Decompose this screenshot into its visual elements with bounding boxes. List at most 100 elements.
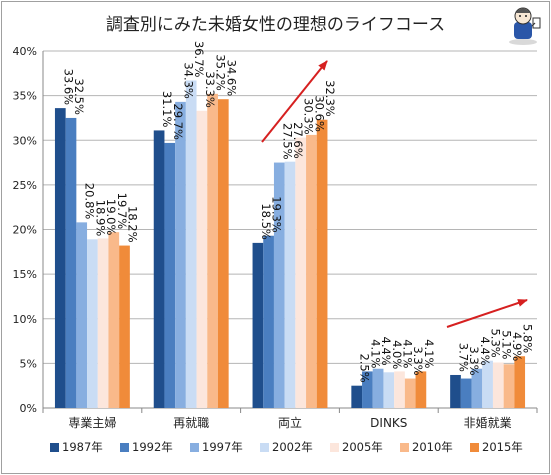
trend-arrow	[446, 299, 528, 328]
bar	[207, 93, 218, 408]
y-tick-label: 0%	[20, 402, 37, 415]
data-label: 4.0%	[390, 340, 404, 369]
legend-label: 2002年	[272, 440, 313, 454]
data-label: 33.3%	[203, 71, 217, 108]
bars	[54, 80, 526, 409]
bar	[87, 239, 98, 408]
bar	[153, 130, 165, 408]
trend-arrows	[261, 60, 528, 328]
category-label: DINKS	[370, 416, 407, 430]
bar	[514, 356, 526, 408]
category-label: 非婚就業	[464, 416, 512, 430]
bar	[415, 371, 427, 408]
data-label: 2.5%	[358, 353, 372, 382]
bar	[76, 222, 88, 408]
bar	[196, 110, 208, 409]
legend-label: 2015年	[482, 440, 523, 454]
bar	[119, 245, 130, 408]
bar	[164, 142, 176, 409]
data-label: 36.7%	[192, 41, 206, 78]
data-label: 33.6%	[61, 69, 75, 106]
data-label: 34.3%	[182, 62, 196, 99]
data-label: 19.0%	[104, 199, 118, 236]
legend-swatch	[190, 443, 199, 452]
category-label: 専業主婦	[68, 415, 116, 430]
legend: 1987年 1992年 1997年 2002年 2005年 2010年 2015年	[50, 440, 523, 454]
data-label: 30.3%	[302, 98, 316, 135]
y-tick-label: 20%	[13, 224, 37, 237]
bar	[372, 368, 384, 408]
data-label: 19.7%	[115, 193, 129, 230]
bar	[108, 232, 120, 408]
category-label: 再就職	[173, 416, 209, 430]
chart-title: 調査別にみた未婚女性の理想のライフコース	[105, 15, 446, 35]
data-label: 4.4%	[379, 337, 393, 366]
data-label: 34.6%	[224, 60, 238, 97]
data-label: 5.8%	[521, 324, 535, 353]
data-label: 4.4%	[478, 337, 492, 366]
legend-label: 1987年	[62, 440, 103, 454]
data-label: 27.6%	[291, 122, 305, 159]
data-label: 32.5%	[72, 78, 86, 115]
data-label: 4.1%	[368, 339, 382, 368]
data-label: 32.3%	[323, 80, 337, 117]
bar	[482, 360, 493, 408]
data-label: 3.3%	[467, 346, 481, 375]
bar	[54, 108, 66, 409]
bar	[450, 374, 461, 408]
data-labels: 33.6%32.5% 20.8%18.9%19.0%19.7%18.2% 31.1%…	[61, 41, 534, 383]
bar	[306, 134, 317, 408]
bar	[492, 362, 504, 408]
bar	[404, 378, 416, 408]
bar	[394, 371, 405, 408]
bar	[284, 161, 296, 408]
y-tick-label: 10%	[13, 313, 37, 326]
legend-swatch	[400, 443, 409, 452]
legend-label: 2005年	[342, 440, 383, 454]
data-label: 30.6%	[312, 95, 326, 132]
legend-label: 2010年	[412, 440, 453, 454]
y-tick-label: 5%	[20, 357, 37, 370]
legend-swatch	[330, 443, 339, 452]
data-label: 19.3%	[270, 196, 284, 233]
y-tick-label: 40%	[13, 45, 37, 58]
y-tick-label: 30%	[13, 134, 37, 147]
legend-swatch	[120, 443, 129, 452]
category-label: 両立	[278, 415, 302, 430]
trend-arrow	[261, 60, 328, 143]
data-label: 4.1%	[422, 339, 436, 368]
legend-label: 1997年	[202, 440, 243, 454]
data-label: 20.8%	[83, 183, 97, 220]
data-label: 18.5%	[259, 203, 273, 240]
bar	[217, 99, 229, 408]
data-label: 5.3%	[489, 328, 503, 357]
legend-label: 1992年	[132, 440, 173, 454]
bar	[295, 137, 307, 408]
bar	[383, 372, 395, 408]
bar	[175, 101, 186, 408]
axes: 0% 5% 10% 15% 20% 25% 30% 35% 40% 専業主婦 再就職 両立 DINKS 非…	[13, 45, 538, 430]
y-tick-label: 15%	[13, 268, 37, 281]
bar	[185, 80, 197, 408]
data-label: 5.1%	[499, 330, 513, 359]
data-label: 31.1%	[160, 91, 174, 128]
bar	[252, 242, 264, 408]
data-label: 4.9%	[510, 332, 524, 361]
bar	[362, 371, 373, 408]
legend-swatch	[50, 443, 59, 452]
bar	[263, 235, 274, 408]
bar	[471, 368, 483, 408]
bar	[503, 364, 515, 408]
y-tick-label: 35%	[13, 90, 37, 103]
bar	[316, 119, 328, 408]
bar	[460, 378, 472, 408]
data-label: 27.5%	[280, 123, 294, 160]
data-label: 35.2%	[214, 54, 228, 91]
data-label: 4.1%	[401, 339, 415, 368]
legend-swatch	[470, 443, 479, 452]
bar	[351, 385, 363, 408]
data-label: 18.9%	[93, 200, 107, 237]
legend-swatch	[260, 443, 269, 452]
mascot-icon	[509, 7, 541, 45]
